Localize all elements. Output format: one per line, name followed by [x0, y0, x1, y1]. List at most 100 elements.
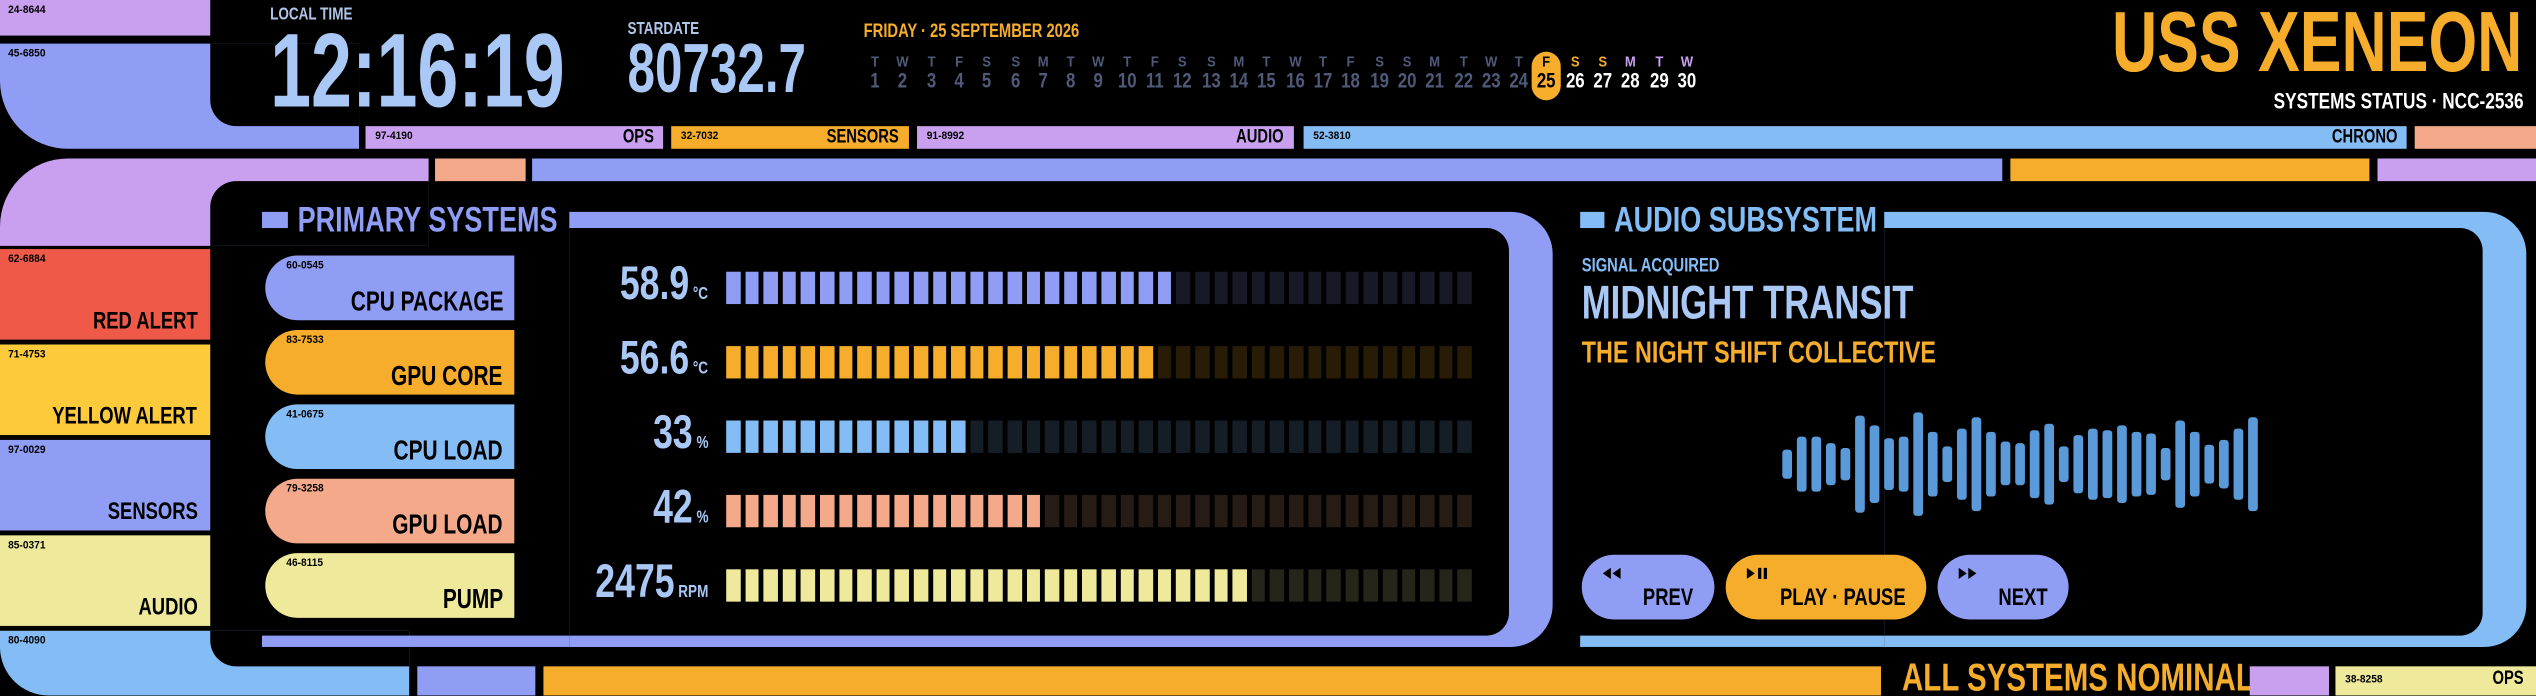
waveform-bar — [1913, 412, 1924, 516]
nav-button[interactable] — [2335, 666, 2536, 696]
waveform-bar — [2160, 447, 2171, 482]
gauge-segment — [1176, 346, 1191, 379]
date: FRIDAY · 25 SEPTEMBER 2026 — [863, 20, 1080, 43]
calendar-weekday: W — [1092, 53, 1106, 70]
calendar-weekday: T — [1318, 53, 1327, 70]
system-button[interactable] — [265, 478, 515, 544]
title-cap — [1580, 211, 1605, 229]
waveform-bar — [2189, 431, 2200, 497]
waveform-bar — [1782, 449, 1793, 479]
gauge-segment — [838, 494, 853, 528]
gauge-segment — [1382, 494, 1397, 528]
gauge-segment — [1195, 346, 1210, 379]
calendar-weekday: S — [1178, 53, 1188, 70]
calendar-weekday: T — [1458, 53, 1467, 70]
panel-code: 79-3258 — [286, 483, 324, 496]
gauge-segment — [1401, 494, 1416, 528]
system-button[interactable] — [265, 329, 515, 395]
calendar-weekday: S — [982, 53, 992, 70]
gauge-segment — [1457, 420, 1472, 453]
elbow-cutout — [210, 43, 360, 127]
panel-title: PRIMARY SYSTEMS — [297, 199, 558, 240]
gauge-segment — [1120, 346, 1135, 379]
waveform-bar — [2204, 444, 2215, 484]
gauge-segment — [1401, 346, 1416, 379]
panel-code: 32-7032 — [680, 131, 719, 143]
calendar-day: 27 — [1593, 68, 1613, 93]
gauge-segment — [1026, 346, 1041, 379]
gauge-segment — [744, 346, 759, 379]
nav-button[interactable] — [1303, 126, 2407, 149]
nav-button[interactable] — [917, 126, 1294, 149]
system-button[interactable] — [265, 553, 515, 618]
gauge-segment — [763, 420, 778, 453]
icon — [1746, 567, 1767, 580]
gauge-segment — [801, 346, 816, 379]
gauge-segment — [1101, 420, 1116, 453]
reading-value: 58.9 — [620, 259, 690, 311]
strip — [417, 666, 536, 696]
calendar-weekday: F — [1346, 53, 1355, 70]
gauge-segment — [1045, 346, 1060, 379]
nav-button[interactable] — [365, 126, 664, 149]
waveform-bar — [2219, 439, 2229, 489]
sidebar-button[interactable] — [0, 249, 211, 340]
gauge-segment — [988, 494, 1003, 528]
media-button[interactable] — [1725, 554, 1927, 620]
waveform-bar — [1971, 417, 1982, 511]
panel-frame — [1580, 635, 1885, 647]
gauge-segment — [1138, 569, 1153, 602]
panel-code: 85-0371 — [8, 540, 46, 552]
gauge-segment — [1120, 494, 1135, 528]
gauge-segment — [932, 494, 947, 528]
sidebar-button[interactable] — [0, 439, 211, 531]
gauge-segment — [1176, 420, 1191, 453]
calendar-weekday: M — [1037, 53, 1049, 70]
gauge-segment — [951, 494, 966, 528]
system-label: CPU PACKAGE — [350, 285, 503, 317]
gauge — [726, 346, 1476, 379]
waveform-bar — [2087, 428, 2098, 500]
gauge-segment — [1195, 271, 1210, 305]
gauge-segment — [726, 569, 741, 602]
gauge-segment — [726, 494, 741, 528]
gauge-segment — [1213, 569, 1228, 602]
gauge-segment — [876, 271, 891, 305]
nav-button[interactable] — [671, 126, 909, 149]
panel-frame — [262, 635, 570, 647]
sidebar-button[interactable] — [0, 535, 211, 626]
gauge-segment — [876, 494, 891, 528]
gauge-segment — [1120, 420, 1135, 453]
calendar-day: 1 — [870, 68, 880, 93]
calendar-weekday: M — [1233, 53, 1245, 70]
gauge-segment — [895, 420, 909, 453]
gauge-segment — [744, 420, 759, 453]
system-button[interactable] — [265, 404, 515, 470]
gauge-segment — [1326, 569, 1341, 602]
reading: 56.6 °C — [620, 333, 708, 386]
gauge-segment — [1157, 420, 1172, 453]
gauge-segment — [1138, 494, 1153, 528]
calendar-weekday: W — [1484, 53, 1498, 70]
media-button[interactable] — [1937, 554, 2069, 620]
gauge-segment — [913, 420, 928, 453]
gauge-segment — [1326, 494, 1341, 528]
media-button[interactable] — [1581, 554, 1715, 620]
gauge-segment — [1307, 271, 1322, 305]
strip — [435, 158, 526, 182]
gauge-segment — [1176, 494, 1191, 528]
gauge-segment — [932, 420, 947, 453]
gauge-segment — [1345, 569, 1360, 602]
system-button[interactable] — [265, 255, 515, 321]
reading-value: 56.6 — [620, 333, 690, 386]
gauge-segment — [1101, 271, 1116, 305]
strip — [532, 158, 2003, 182]
gauge-segment — [1420, 271, 1435, 305]
waveform-bar — [1855, 415, 1865, 513]
gauge-segment — [1026, 569, 1041, 602]
gauge-segment — [970, 569, 984, 602]
gauge-segment — [932, 271, 947, 305]
sidebar-button[interactable] — [0, 344, 211, 436]
calendar-day: 24 — [1509, 68, 1529, 93]
panel-title: AUDIO SUBSYSTEM — [1614, 199, 1878, 240]
